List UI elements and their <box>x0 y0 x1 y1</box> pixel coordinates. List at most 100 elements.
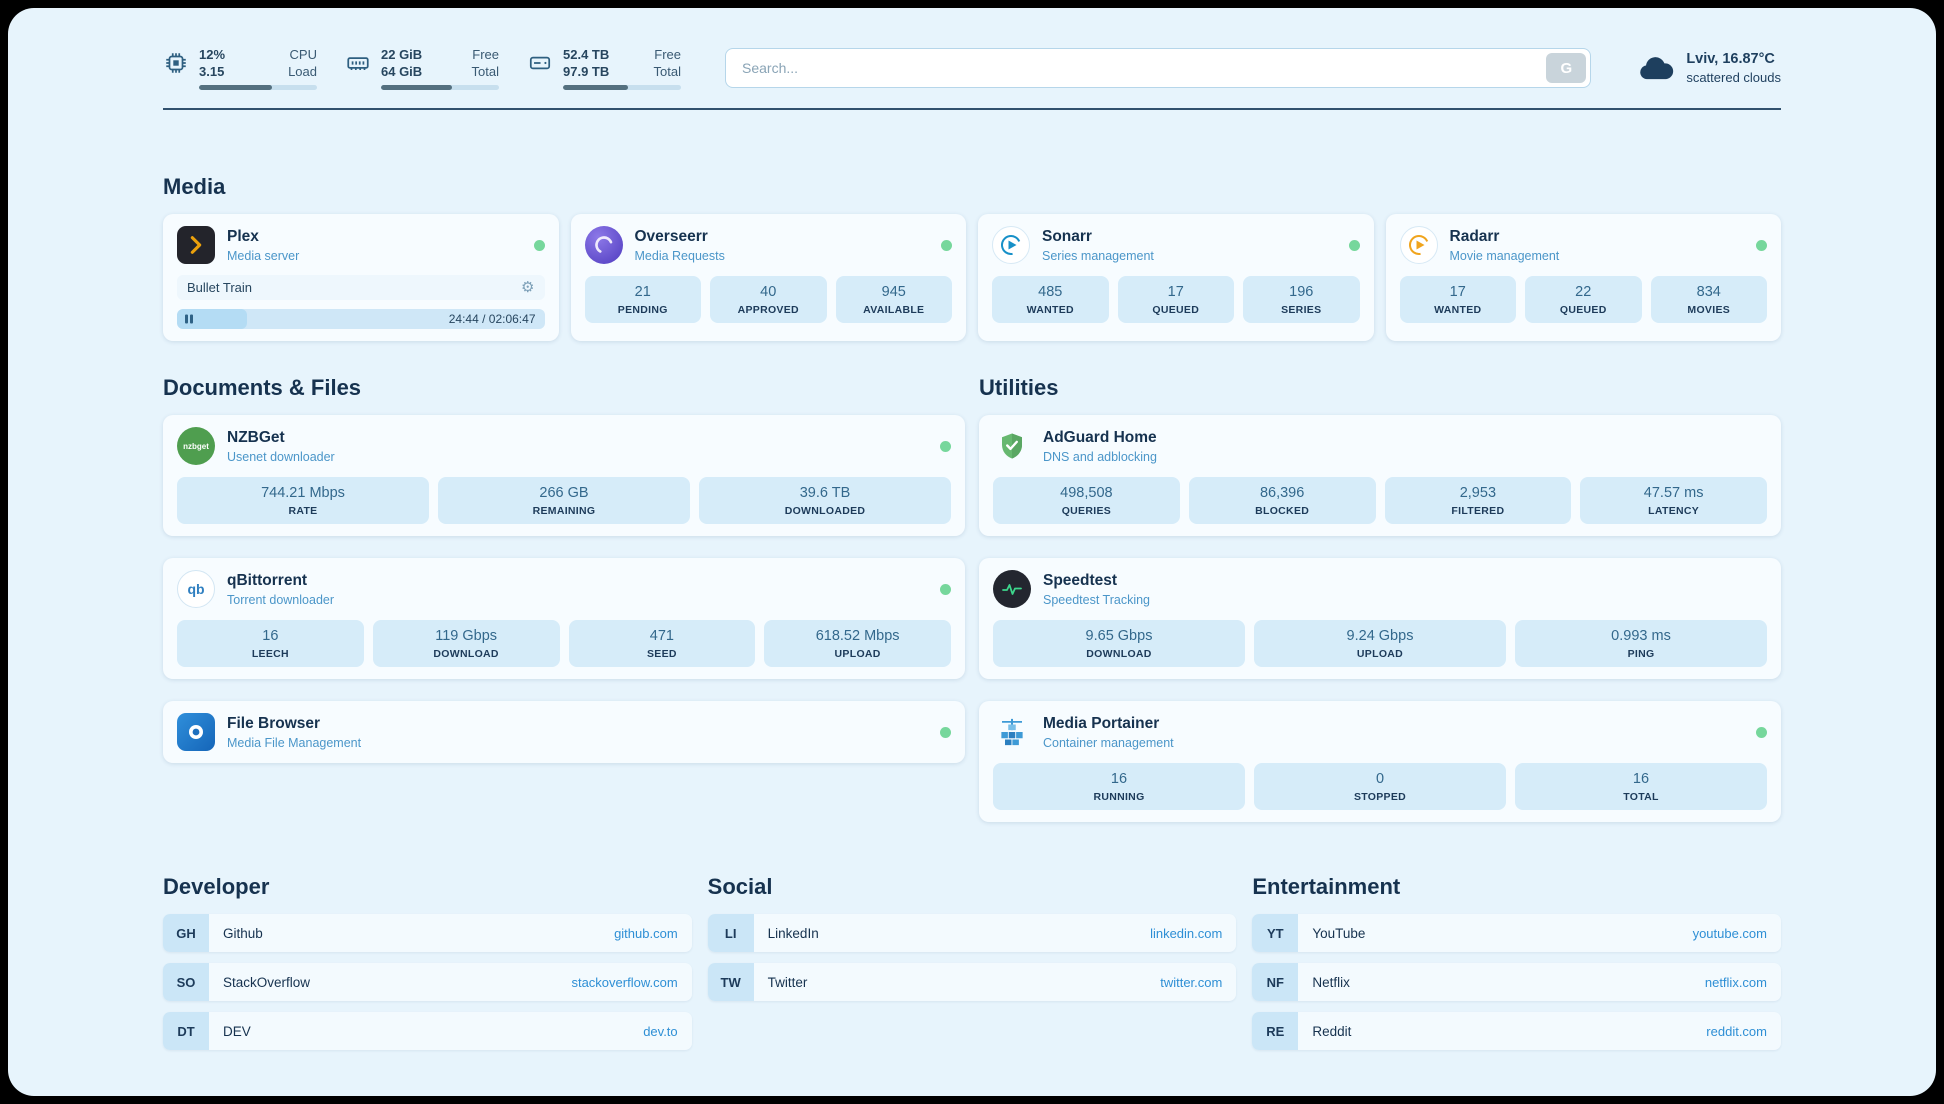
stat-label: QUEUED <box>1559 304 1607 316</box>
bookmark-url[interactable]: twitter.com <box>1160 974 1223 990</box>
app-name: File Browser <box>227 714 321 732</box>
cpu-progress-fill <box>199 85 273 90</box>
stat-value: 16 <box>262 628 279 644</box>
section-title-utilities: Utilities <box>979 375 1059 400</box>
bookmark-abbr: NF <box>1252 963 1299 1001</box>
section-title-entertainment: Entertainment <box>1252 874 1401 899</box>
disk-total-value: 97.9 TB <box>563 64 610 79</box>
bookmark-reddit[interactable]: RE Reddit reddit.com <box>1252 1012 1781 1050</box>
now-playing-row: Bullet Train ⚙︎ <box>177 275 545 300</box>
bookmark-linkedin[interactable]: LI LinkedIn linkedin.com <box>707 914 1237 952</box>
stat-box: 39.6 TB DOWNLOADED <box>699 477 951 524</box>
bookmark-url[interactable]: github.com <box>614 925 678 941</box>
stat-box: 9.24 Gbps UPLOAD <box>1254 620 1506 667</box>
app-card-portainer[interactable]: Media Portainer Container management 16 … <box>979 701 1781 822</box>
stat-label: TOTAL <box>1623 791 1659 803</box>
stat-value: 17 <box>1167 284 1184 300</box>
status-online-dot <box>940 440 951 452</box>
stat-value: 39.6 TB <box>799 485 851 501</box>
bookmark-abbr: LI <box>707 914 754 952</box>
stat-value: 0.993 ms <box>1611 628 1671 644</box>
stat-label: SERIES <box>1281 304 1322 316</box>
bookmark-url[interactable]: reddit.com <box>1706 1023 1767 1039</box>
plex-icon <box>177 226 215 264</box>
gear-icon[interactable]: ⚙︎ <box>521 279 535 296</box>
stat-label: BLOCKED <box>1255 505 1310 517</box>
app-subtitle: Speedtest Tracking <box>1043 592 1151 607</box>
status-online-dot <box>1348 239 1360 251</box>
app-card-radarr[interactable]: Radarr Movie management 17 WANTED 22 QUE… <box>1385 214 1781 341</box>
weather-widget: Lviv, 16.87°C scattered clouds <box>1637 51 1781 85</box>
bookmark-name: Reddit <box>1312 1023 1352 1039</box>
app-card-speedtest[interactable]: Speedtest Speedtest Tracking 9.65 Gbps D… <box>979 558 1781 679</box>
bookmark-abbr: YT <box>1252 914 1299 952</box>
bookmark-youtube[interactable]: YT YouTube youtube.com <box>1252 914 1781 952</box>
ram-total-label: Total <box>471 64 499 79</box>
bookmark-url[interactable]: netflix.com <box>1704 974 1767 990</box>
stat-box: 22 QUEUED <box>1525 276 1642 323</box>
bookmark-github[interactable]: GH Github github.com <box>163 914 692 952</box>
bookmark-dev[interactable]: DT DEV dev.to <box>163 1012 692 1050</box>
bookmark-url[interactable]: stackoverflow.com <box>571 974 678 990</box>
status-online-dot <box>941 239 952 251</box>
app-card-filebrowser[interactable]: File Browser Media File Management <box>163 701 965 763</box>
cpu-load-label: Load <box>288 64 317 79</box>
app-subtitle: Media server <box>227 248 300 263</box>
stat-value: 945 <box>881 284 906 300</box>
bookmark-netflix[interactable]: NF Netflix netflix.com <box>1252 963 1781 1001</box>
stat-box: 498,508 QUERIES <box>993 477 1180 524</box>
stat-box: 485 WANTED <box>992 276 1109 323</box>
app-name: Sonarr <box>1042 227 1092 245</box>
app-card-overseerr[interactable]: Overseerr Media Requests 21 PENDING 40 A… <box>570 214 966 341</box>
stat-box: 17 QUEUED <box>1117 276 1234 323</box>
filebrowser-icon <box>177 713 215 751</box>
playback-time: 24:44 / 02:06:47 <box>448 312 536 326</box>
bookmark-name: Github <box>223 925 263 941</box>
stat-value: 22 <box>1575 284 1592 300</box>
stat-value: 498,508 <box>1060 485 1113 501</box>
app-card-nzbget[interactable]: nzbget NZBGet Usenet downloader 744.21 M… <box>163 415 965 536</box>
app-card-qbittorrent[interactable]: qb qBittorrent Torrent downloader 16 <box>163 558 965 679</box>
section-title-media: Media <box>163 174 226 199</box>
disk-total-label: Total <box>653 64 681 79</box>
bookmark-url[interactable]: youtube.com <box>1692 925 1767 941</box>
cpu-load-value: 3.15 <box>199 64 225 79</box>
bookmarks-developer: Developer GH Github github.com SO StackO… <box>163 874 692 1061</box>
dashboard-page: 12% CPU 3.15 Load <box>8 8 1936 1096</box>
stat-label: RUNNING <box>1093 791 1145 803</box>
stat-value: 834 <box>1696 284 1721 300</box>
stat-box: 618.52 Mbps UPLOAD <box>764 620 951 667</box>
search-engine-button[interactable]: G <box>1546 53 1587 83</box>
stat-label: UPLOAD <box>1356 648 1404 660</box>
app-name: qBittorrent <box>227 571 308 589</box>
section-title-documents: Documents & Files <box>163 375 362 400</box>
stat-label: FILTERED <box>1451 505 1505 517</box>
bookmark-stackoverflow[interactable]: SO StackOverflow stackoverflow.com <box>163 963 692 1001</box>
stat-value: 618.52 Mbps <box>815 628 900 644</box>
stat-label: PENDING <box>617 304 668 316</box>
bookmark-url[interactable]: dev.to <box>643 1023 678 1039</box>
ram-progress-bar <box>381 85 499 90</box>
bookmark-twitter[interactable]: TW Twitter twitter.com <box>707 963 1237 1001</box>
app-card-sonarr[interactable]: Sonarr Series management 485 WANTED 17 Q… <box>978 214 1374 341</box>
stat-label: DOWNLOAD <box>1086 648 1152 660</box>
section-title-social: Social <box>707 874 773 899</box>
overseerr-icon <box>584 226 623 264</box>
section-utilities: Utilities <box>979 375 1781 822</box>
portainer-icon <box>993 713 1031 751</box>
app-card-adguard[interactable]: AdGuard Home DNS and adblocking 498,508 … <box>979 415 1781 536</box>
cpu-progress-bar <box>199 85 317 90</box>
bookmark-url[interactable]: linkedin.com <box>1150 925 1223 941</box>
stat-value: 2,953 <box>1459 485 1497 501</box>
app-card-plex[interactable]: Plex Media server Bullet Train ⚙︎ 24:44 … <box>163 214 559 341</box>
stat-value: 21 <box>634 284 651 300</box>
radarr-icon <box>1399 226 1438 264</box>
bookmark-abbr: SO <box>163 963 209 1001</box>
bookmark-name: YouTube <box>1312 925 1366 941</box>
disk-progress-bar <box>563 85 681 90</box>
playback-progress-bar[interactable]: 24:44 / 02:06:47 <box>177 309 545 329</box>
qbittorrent-icon: qb <box>177 570 215 608</box>
section-documents: Documents & Files nzbget NZBGet Usenet d… <box>163 375 965 763</box>
pause-icon[interactable] <box>185 314 193 324</box>
search-input[interactable] <box>725 48 1592 88</box>
